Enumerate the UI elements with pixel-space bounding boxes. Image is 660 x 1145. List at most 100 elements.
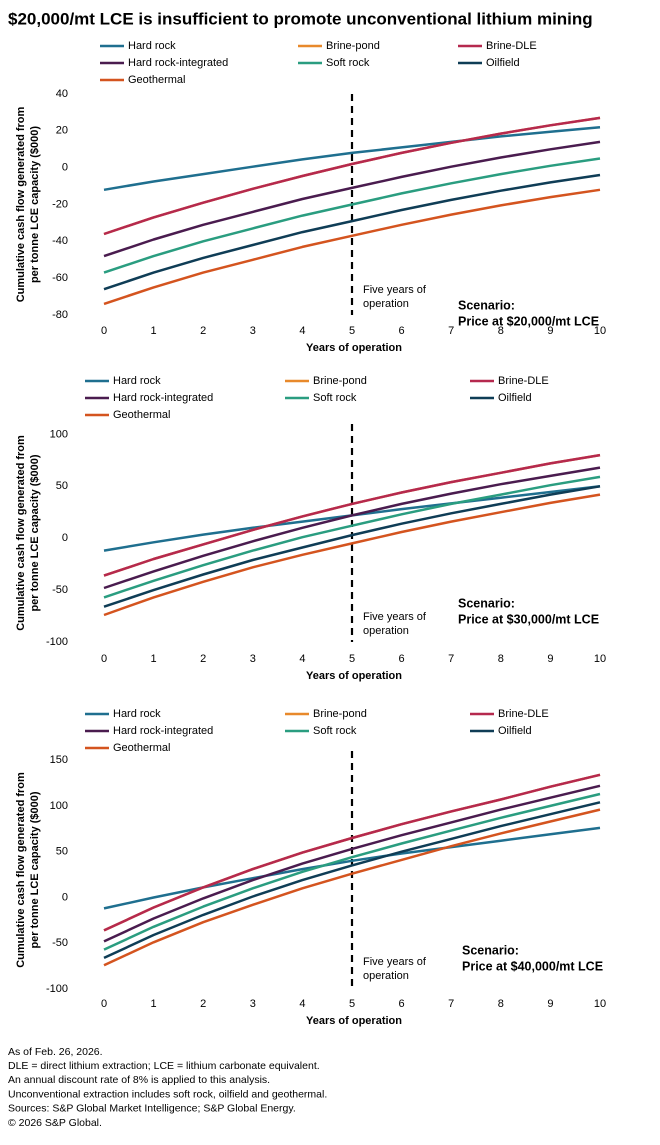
- series-line: [103, 188, 601, 306]
- scenario: Price at $20,000/mt LCE: [458, 314, 599, 328]
- legend-label: Geothermal: [113, 742, 170, 754]
- y-tick-label: -50: [52, 937, 68, 949]
- x-tick-label: 8: [498, 998, 504, 1010]
- x-tick-label: 7: [448, 998, 454, 1010]
- x-tick-label: 6: [399, 653, 405, 665]
- series-line: [103, 826, 601, 910]
- annotation: operation: [363, 298, 409, 310]
- series-line: [103, 157, 601, 274]
- x-tick-label: 4: [299, 998, 305, 1010]
- x-axis-label: Years of operation: [306, 1015, 402, 1027]
- x-tick-label: 9: [547, 325, 553, 337]
- series-line: [103, 173, 601, 291]
- y-axis-label: per tonne LCE capacity ($000): [29, 791, 41, 948]
- legend-label: Brine-DLE: [486, 40, 537, 52]
- x-tick-label: 4: [299, 325, 305, 337]
- legend-label: Brine-DLE: [498, 375, 549, 387]
- scenario: Scenario:: [458, 596, 515, 610]
- legend-label: Hard rock-integrated: [113, 392, 213, 404]
- legend-label: Soft rock: [313, 392, 357, 404]
- scenario: Scenario:: [458, 298, 515, 312]
- y-tick-label: 20: [56, 125, 68, 137]
- legend-label: Brine-pond: [313, 708, 367, 720]
- y-tick-label: 50: [56, 846, 68, 858]
- footnote: Sources: S&P Global Market Intelligence;…: [8, 1103, 296, 1115]
- x-axis-label: Years of operation: [306, 670, 402, 682]
- legend-label: Oilfield: [498, 392, 532, 404]
- legend-label: Oilfield: [498, 725, 532, 737]
- x-tick-label: 6: [399, 325, 405, 337]
- y-tick-label: 0: [62, 532, 68, 544]
- x-tick-label: 7: [448, 325, 454, 337]
- x-tick-label: 9: [547, 653, 553, 665]
- x-tick-label: 9: [547, 998, 553, 1010]
- legend-label: Oilfield: [486, 57, 520, 69]
- x-axis-label: Years of operation: [306, 342, 402, 354]
- series-line: [103, 125, 601, 192]
- footnote: An annual discount rate of 8% is applied…: [8, 1074, 270, 1086]
- legend-label: Hard rock: [128, 40, 176, 52]
- series-line: [103, 485, 601, 608]
- annotation: Five years of: [363, 956, 427, 968]
- x-tick-label: 6: [399, 998, 405, 1010]
- y-tick-label: 0: [62, 891, 68, 903]
- x-tick-label: 10: [594, 325, 606, 337]
- legend-label: Brine-DLE: [498, 708, 549, 720]
- series-line: [103, 493, 601, 617]
- y-axis-label: per tonne LCE capacity ($000): [29, 126, 41, 283]
- x-tick-label: 8: [498, 653, 504, 665]
- legend-label: Hard rock-integrated: [113, 725, 213, 737]
- legend-label: Brine-pond: [313, 375, 367, 387]
- y-tick-label: -100: [46, 983, 68, 995]
- y-tick-label: 40: [56, 88, 68, 100]
- y-tick-label: -80: [52, 309, 68, 321]
- y-tick-label: -20: [52, 198, 68, 210]
- series-line: [103, 801, 601, 960]
- y-tick-label: -40: [52, 235, 68, 247]
- series-line: [103, 140, 601, 258]
- annotation: operation: [363, 625, 409, 637]
- series-line: [103, 792, 601, 951]
- series-line: [103, 116, 601, 236]
- x-tick-label: 10: [594, 998, 606, 1010]
- footnote: Unconventional extraction includes soft …: [8, 1088, 327, 1100]
- y-tick-label: -60: [52, 272, 68, 284]
- scenario: Price at $40,000/mt LCE: [462, 959, 603, 973]
- x-tick-label: 1: [151, 998, 157, 1010]
- scenario: Price at $30,000/mt LCE: [458, 612, 599, 626]
- legend-label: Soft rock: [313, 725, 357, 737]
- x-tick-label: 5: [349, 653, 355, 665]
- legend-label: Geothermal: [113, 409, 170, 421]
- y-tick-label: -100: [46, 636, 68, 648]
- x-tick-label: 4: [299, 653, 305, 665]
- x-tick-label: 0: [101, 325, 107, 337]
- series-line: [103, 475, 601, 599]
- x-tick-label: 5: [349, 998, 355, 1010]
- y-tick-label: 150: [50, 754, 68, 766]
- x-tick-label: 0: [101, 653, 107, 665]
- page-title: $20,000/mt LCE is insufficient to promot…: [8, 9, 593, 28]
- scenario: Scenario:: [462, 943, 519, 957]
- legend-label: Brine-pond: [326, 40, 380, 52]
- annotation: operation: [363, 970, 409, 982]
- x-tick-label: 2: [200, 653, 206, 665]
- footnote: © 2026 S&P Global.: [8, 1117, 102, 1129]
- legend-label: Geothermal: [128, 74, 185, 86]
- annotation: Five years of: [363, 284, 427, 296]
- series-line: [103, 453, 601, 577]
- x-tick-label: 1: [151, 653, 157, 665]
- footnote: As of Feb. 26, 2026.: [8, 1046, 103, 1058]
- series-line: [103, 466, 601, 590]
- x-tick-label: 1: [151, 325, 157, 337]
- y-tick-label: 100: [50, 800, 68, 812]
- x-tick-label: 2: [200, 325, 206, 337]
- series-line: [103, 808, 601, 967]
- y-tick-label: 50: [56, 480, 68, 492]
- y-tick-label: 100: [50, 428, 68, 440]
- x-tick-label: 5: [349, 325, 355, 337]
- footnote: DLE = direct lithium extraction; LCE = l…: [8, 1060, 320, 1072]
- x-tick-label: 10: [594, 653, 606, 665]
- legend-label: Hard rock: [113, 375, 161, 387]
- series-line: [103, 485, 601, 552]
